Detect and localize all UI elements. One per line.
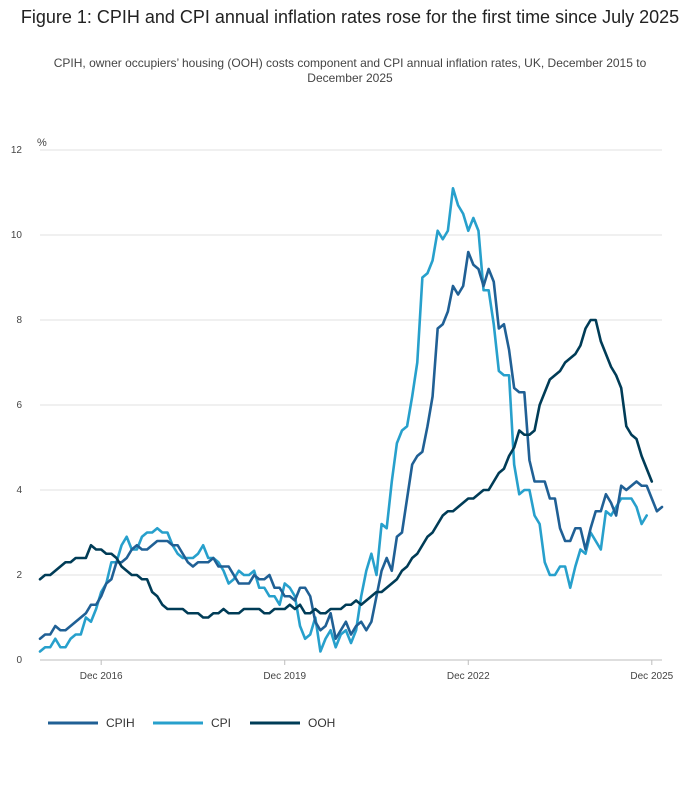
legend-label: CPI [211,716,231,730]
x-tick-label: Dec 2025 [630,671,673,682]
grid [40,149,662,576]
y-tick-label: 4 [16,485,22,496]
y-tick-label: 8 [16,315,22,326]
legend-label: CPIH [106,716,135,730]
y-tick-label: 10 [11,230,23,241]
legend-label: OOH [308,716,335,730]
legend-item-ooh[interactable]: OOH [250,716,335,730]
series-line-cpi [38,186,649,653]
series-line-cpih [38,250,664,641]
legend-item-cpih[interactable]: CPIH [48,716,135,730]
y-tick-label: 2 [16,570,22,581]
series-lines [38,186,664,653]
x-tick-label: Dec 2016 [80,671,123,682]
chart-subtitle: CPIH, owner occupiers’ housing (OOH) cos… [53,56,647,85]
x-tick-label: Dec 2022 [447,671,490,682]
y-tick-label: 12 [11,145,23,156]
chart-title: Figure 1: CPIH and CPI annual inflation … [20,7,680,27]
x-tick-label: Dec 2019 [263,671,306,682]
y-axis-unit: % [37,137,47,149]
legend[interactable]: CPIH CPI OOH [48,716,335,730]
y-tick-label: 6 [16,400,22,411]
y-tick-label: 0 [16,655,22,666]
axes: 0 2 4 6 8 10 12% Dec 2016 Dec 2019 Dec 2022 Dec 20… [11,137,674,682]
legend-item-cpi[interactable]: CPI [153,716,231,730]
series-line-ooh [38,318,654,619]
